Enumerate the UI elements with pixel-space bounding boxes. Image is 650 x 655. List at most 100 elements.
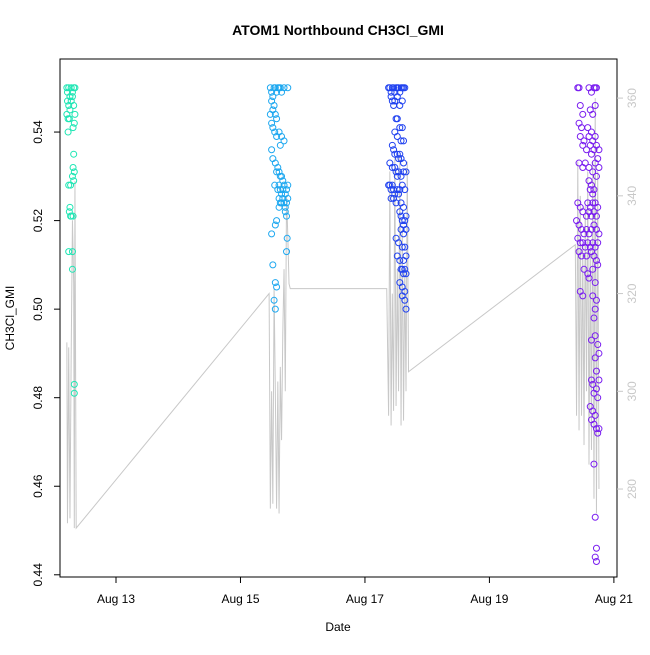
- data-point: [591, 101, 599, 109]
- data-point: [590, 389, 598, 397]
- data-point: [585, 274, 593, 282]
- data-point: [393, 132, 401, 140]
- data-point: [68, 93, 76, 101]
- data-point: [68, 172, 76, 180]
- data-point: [400, 270, 408, 278]
- data-point: [589, 110, 597, 118]
- plot-frame: [59, 58, 618, 578]
- data-point: [589, 292, 597, 300]
- data-point: [595, 146, 603, 154]
- data-point: [591, 354, 599, 362]
- data-point: [280, 199, 288, 207]
- chart-title: ATOM1 Northbound CH3Cl_GMI: [232, 22, 444, 38]
- series-line: [66, 98, 600, 530]
- data-point: [585, 163, 593, 171]
- data-point: [274, 186, 282, 194]
- data-point: [393, 93, 401, 101]
- data-point: [63, 97, 71, 105]
- data-point: [283, 248, 291, 256]
- data-point: [283, 186, 291, 194]
- data-point: [270, 296, 278, 304]
- data-point: [271, 128, 279, 136]
- data-point: [393, 115, 401, 123]
- data-point: [65, 208, 73, 216]
- data-point: [65, 115, 73, 123]
- data-point: [594, 429, 602, 437]
- data-point: [67, 181, 75, 189]
- data-point: [388, 97, 396, 105]
- data-point: [398, 217, 406, 225]
- data-point: [273, 283, 281, 291]
- data-point: [392, 199, 400, 207]
- data-point: [283, 212, 291, 220]
- data-point: [592, 425, 600, 433]
- data-point: [398, 243, 406, 251]
- data-point: [398, 124, 406, 132]
- data-point: [595, 163, 603, 171]
- data-point: [576, 101, 584, 109]
- data-point: [584, 124, 592, 132]
- data-point: [283, 234, 291, 242]
- data-point: [402, 270, 410, 278]
- data-point: [275, 181, 283, 189]
- data-point: [395, 190, 403, 198]
- data-point: [398, 97, 406, 105]
- data-point: [386, 181, 394, 189]
- data-point: [70, 389, 78, 397]
- data-point: [401, 243, 409, 251]
- data-point: [68, 265, 76, 273]
- data-point: [65, 248, 73, 256]
- data-point: [579, 110, 587, 118]
- data-point: [268, 119, 276, 127]
- data-point: [595, 230, 603, 238]
- data-point: [401, 217, 409, 225]
- data-point: [393, 186, 401, 194]
- data-point: [579, 141, 587, 149]
- data-point: [594, 203, 602, 211]
- data-point: [591, 159, 599, 167]
- data-point: [284, 194, 292, 202]
- data-point: [592, 84, 600, 92]
- data-point: [580, 137, 588, 145]
- data-point: [587, 150, 595, 158]
- data-point: [592, 558, 600, 565]
- data-point: [592, 212, 600, 220]
- data-point: [388, 181, 396, 189]
- data-point: [69, 212, 77, 220]
- data-point: [579, 292, 587, 300]
- data-point: [280, 84, 288, 92]
- data-point: [594, 261, 602, 269]
- data-point: [396, 208, 404, 216]
- data-point: [64, 128, 72, 136]
- data-point: [393, 150, 401, 158]
- data-point: [279, 177, 287, 185]
- data-point: [67, 212, 75, 220]
- data-point: [578, 252, 586, 260]
- data-point: [401, 296, 409, 304]
- data-point: [284, 84, 292, 92]
- y-axis: 0.44 0.46 0.48 0.50 0.52 0.54: [31, 120, 60, 586]
- data-point: [396, 124, 404, 132]
- y-tick-label: 0.54: [31, 120, 45, 144]
- data-point: [398, 265, 406, 273]
- y-tick-label: 0.50: [31, 297, 45, 321]
- data-point: [283, 199, 291, 207]
- data-point: [71, 84, 79, 92]
- points-layer: [63, 84, 603, 565]
- data-point: [390, 84, 398, 92]
- x-tick-label: Aug 17: [346, 592, 384, 606]
- data-point: [580, 265, 588, 273]
- data-point: [391, 150, 399, 158]
- data-point: [269, 261, 277, 269]
- data-point: [70, 380, 78, 388]
- data-point: [594, 239, 602, 247]
- data-point: [388, 141, 396, 149]
- data-point: [592, 256, 600, 264]
- data-point: [66, 203, 74, 211]
- y2-axis-right: 280 300 320 340 360: [617, 88, 639, 499]
- data-point: [591, 279, 599, 287]
- y-axis-label: CH3Cl_GMI: [3, 286, 17, 351]
- data-point: [271, 84, 279, 92]
